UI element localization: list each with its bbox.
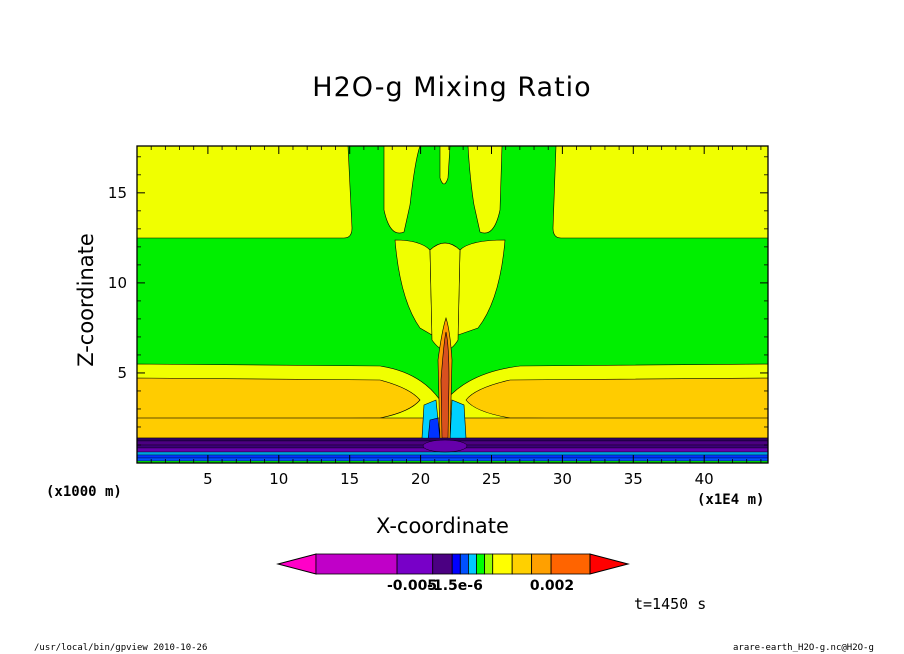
contour-fill-yellow-left [136,145,353,239]
contour-fill-yellow-plume-c [439,145,451,185]
y-unit-label: (x1000 m) [46,484,122,500]
colorbar-label-0: -0.005 [387,578,437,594]
x-tick-label-1: 10 [269,470,288,488]
colorbar-segment-10 [531,553,552,575]
contour-fill-gold-left [136,377,421,421]
y-tick-label-2: 15 [108,184,127,202]
contour-fill-blue-core [427,417,441,441]
y-axis-label: Z-coordinate [74,233,98,367]
colorbar-label-2: 0.002 [530,578,574,594]
contour-fill-yellow-plume-d [394,239,433,336]
x-tick-label-4: 25 [482,470,501,488]
x-tick-label-5: 30 [553,470,572,488]
x-tick-label-2: 15 [340,470,359,488]
colorbar-segment-9 [511,553,533,575]
contour-fill-yellow-plume-a [383,145,421,234]
contour-band-4 [136,451,769,456]
colorbar-label-1: -1.5e-6 [427,578,483,594]
contour-fill-red-column [440,331,450,439]
axis-ticks: 5 10 15 20 25 30 35 40 5 10 15 [108,146,768,488]
contour-fill-gold-right [465,377,769,421]
colorbar-segment-4 [459,553,469,575]
contour-band-6 [136,457,769,462]
contour-fill-yellow-plume-b [467,145,503,234]
colorbar: -0.005-1.5e-6 0.002 [276,553,630,594]
x-axis-label: X-coordinate [376,514,509,538]
contour-fill-yellow-core [429,242,461,351]
y-tick-label-0: 5 [117,364,127,382]
colorbar-segment-7 [484,553,494,575]
colorbar-segment-8 [492,553,513,575]
contour-band-5 [136,454,769,459]
colorbar-triangle-low [276,553,317,575]
contour-fill-cyan-right [449,399,467,441]
colorbar-segment-0 [315,553,398,575]
colorbar-segment-11 [550,553,591,575]
time-annotation: t=1450 s [634,595,707,613]
colorbar-segment-5 [468,553,477,575]
chart-title: H2O-g Mixing Ratio [312,72,592,103]
y-tick-label-1: 10 [108,274,127,292]
contour-fill-purple-core [422,439,468,453]
colorbar-segment-2 [432,553,453,575]
x-unit-label: (x1E4 m) [697,492,765,508]
x-tick-label-7: 40 [695,470,714,488]
colorbar-segment-1 [396,553,434,575]
colorbar-segment-6 [476,553,486,575]
contour-fill-yellow-right [552,145,769,239]
contour-plot [136,145,769,464]
footer-filename: arare-earth_H2O-g.nc@H2O-g [733,643,874,653]
colorbar-triangle-high [589,553,630,575]
x-tick-label-3: 20 [411,470,430,488]
colorbar-segment-3 [451,553,461,575]
x-tick-label-6: 35 [624,470,643,488]
plot-frame [136,145,769,464]
footer-command: /usr/local/bin/gpview 2010-10-26 [34,643,208,653]
x-tick-label-0: 5 [203,470,213,488]
contour-fill-yellow-plume-e [457,239,506,336]
